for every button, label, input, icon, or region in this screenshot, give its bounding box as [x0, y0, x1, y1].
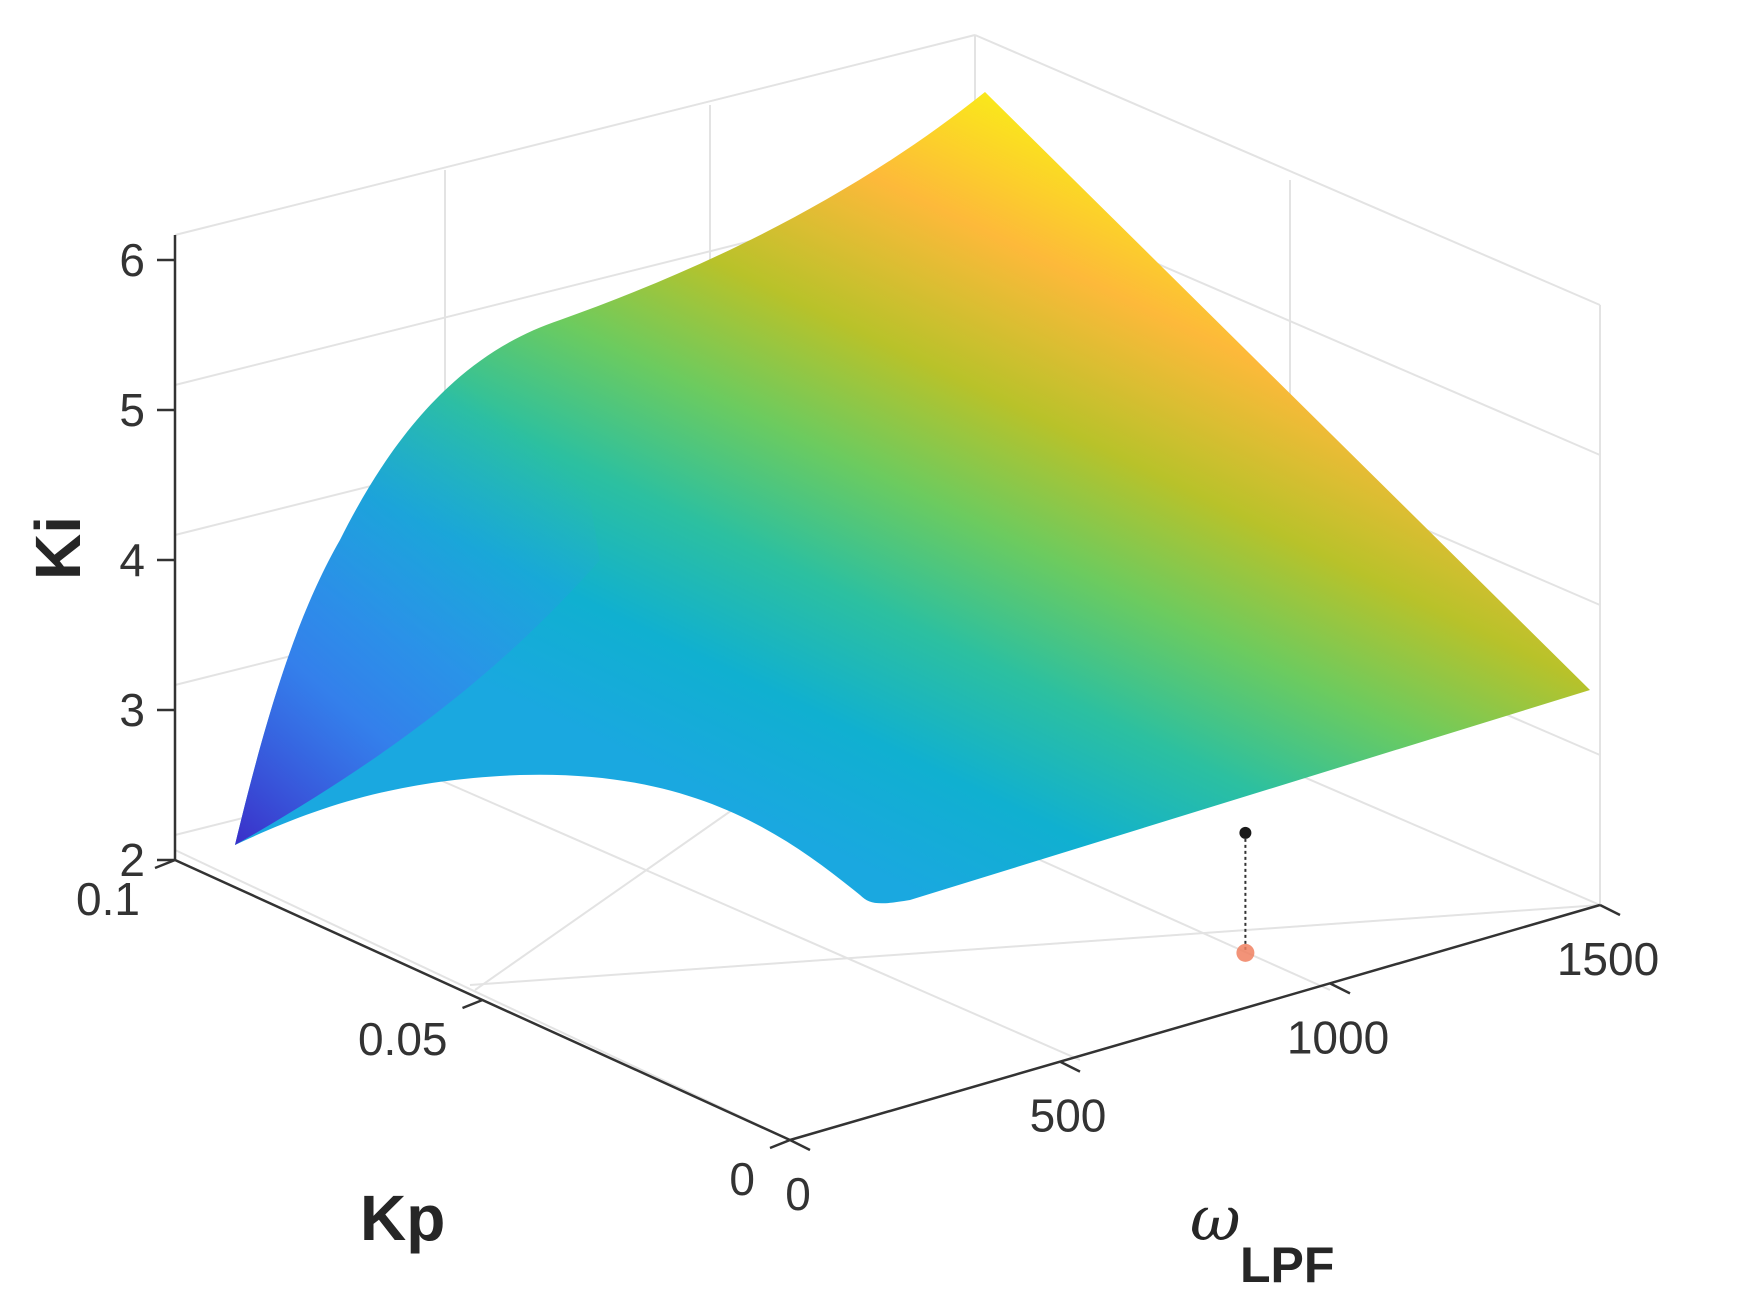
y-tick-label: 0.05: [358, 1013, 448, 1065]
marked-point-group: [1236, 826, 1255, 962]
y-ticks: 0 0.05 0.1: [76, 858, 791, 1205]
z-tick-label: 2: [119, 834, 145, 886]
x-tick-mark: [789, 1138, 811, 1152]
x-axis-label-symbol: ω: [1190, 1182, 1241, 1255]
x-tick-label: 500: [1030, 1090, 1107, 1142]
y-axis-label: Kp: [360, 1182, 445, 1254]
x-tick-label: 1000: [1287, 1011, 1389, 1063]
y-tick-label: 0.1: [76, 873, 140, 925]
z-tick-label: 5: [119, 384, 145, 436]
y-tick-mark: [769, 1138, 791, 1150]
projection-marker: [1236, 943, 1255, 962]
x-ticks: 0 500 1000 1500: [785, 903, 1659, 1220]
z-tick-label: 6: [119, 234, 145, 286]
x-axis-label: ω LPF: [1190, 1182, 1334, 1293]
surface-mesh: [235, 92, 1590, 904]
z-axis-label: Ki: [22, 516, 94, 580]
x-tick-mark: [1059, 1060, 1081, 1073]
x-axis-label-subscript: LPF: [1240, 1237, 1334, 1293]
x-tick-label: 0: [785, 1168, 811, 1220]
x-tick-mark: [1599, 903, 1621, 917]
y-tick-label: 0: [729, 1153, 755, 1205]
z-tick-label: 3: [119, 684, 145, 736]
y-tick-mark: [462, 998, 483, 1010]
x-tick-label: 1500: [1557, 933, 1659, 985]
marked-point: [1239, 826, 1252, 839]
x-axis-line: [789, 903, 1601, 1142]
x-tick-mark: [1329, 982, 1351, 995]
z-tick-label: 4: [119, 534, 145, 586]
z-ticks: 2 3 4 5 6: [119, 234, 175, 886]
y-tick-mark: [154, 858, 176, 870]
